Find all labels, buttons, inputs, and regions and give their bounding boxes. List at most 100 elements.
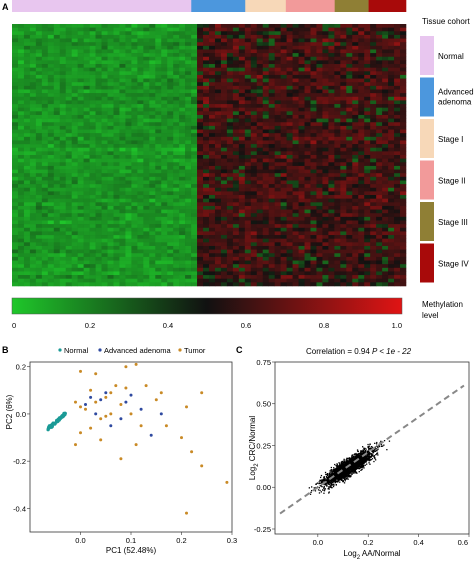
heatmap-cell	[47, 282, 55, 287]
heatmap-cell	[286, 242, 293, 247]
heatmap-cell	[346, 202, 353, 207]
heatmap-cell	[209, 133, 216, 138]
heatmap-cell	[95, 235, 102, 239]
heatmap-cell	[35, 198, 43, 203]
heatmap-cell	[328, 136, 335, 141]
heatmap-cell	[149, 169, 156, 174]
heatmap-cell	[155, 31, 162, 36]
heatmap-cell	[292, 180, 299, 185]
heatmap-cell	[107, 38, 114, 43]
heatmap-cell	[268, 242, 275, 247]
heatmap-cell	[346, 85, 353, 90]
heatmap-cell	[101, 45, 108, 50]
heatmap-cell	[388, 107, 395, 112]
heatmap-cell	[209, 253, 216, 258]
heatmap-cell	[298, 133, 305, 138]
heatmap-cell	[41, 224, 49, 229]
heatmap-cell	[167, 242, 174, 247]
heatmap-cell	[394, 89, 401, 94]
heatmap-cell	[388, 256, 395, 261]
heatmap-cell	[23, 107, 31, 112]
heatmap-cell	[12, 67, 19, 72]
heatmap-cell	[370, 140, 377, 145]
heatmap-cell	[274, 144, 281, 149]
heatmap-cell	[101, 202, 108, 207]
heatmap-cell	[137, 144, 144, 149]
heatmap-cell	[304, 209, 311, 214]
heatmap-cell	[131, 198, 138, 203]
heatmap-cell	[47, 118, 55, 123]
heatmap-cell	[131, 180, 138, 185]
heatmap-cell	[220, 71, 228, 76]
heatmap-cell	[214, 220, 222, 225]
heatmap-cell	[226, 238, 234, 243]
heatmap-cell	[328, 140, 335, 145]
heatmap-cell	[59, 238, 67, 243]
heatmap-cell	[226, 235, 234, 239]
heatmap-cell	[89, 158, 96, 163]
heatmap-cell	[382, 38, 389, 43]
heatmap-cell	[286, 220, 293, 225]
heatmap-cell	[376, 264, 383, 269]
heatmap-cell	[262, 118, 269, 123]
heatmap-cell	[41, 82, 49, 87]
heatmap-cell	[137, 64, 144, 68]
heatmap-cell	[238, 184, 246, 189]
heatmap-cell	[340, 122, 347, 127]
heatmap-cell	[352, 220, 359, 225]
heatmap-cell	[214, 253, 222, 258]
heatmap-cell	[250, 198, 258, 203]
heatmap-cell	[382, 264, 389, 269]
heatmap-cell	[220, 67, 228, 72]
heatmap-cell	[197, 253, 204, 258]
heatmap-cell	[214, 165, 222, 170]
heatmap-cell	[310, 38, 317, 43]
corr-axes: 0.0 0.2 0.4 0.60.750.500.250.00-0.25	[254, 358, 470, 547]
heatmap-cell	[12, 34, 19, 39]
heatmap-cell	[298, 122, 305, 127]
heatmap-cell	[185, 253, 192, 258]
heatmap-cell	[131, 242, 138, 247]
heatmap-cell	[161, 24, 168, 28]
heatmap-cell	[346, 118, 353, 123]
heatmap-cell	[364, 34, 371, 39]
heatmap-cell	[29, 38, 37, 43]
heatmap-cell	[292, 151, 299, 156]
heatmap-cell	[256, 191, 264, 196]
heatmap-cell	[203, 147, 210, 152]
heatmap-cell	[119, 264, 126, 269]
heatmap-cell	[83, 209, 90, 214]
heatmap-cell	[268, 202, 275, 207]
heatmap-cell	[280, 147, 287, 152]
heatmap-cell	[370, 49, 377, 54]
heatmap-cell	[107, 60, 114, 65]
heatmap-cell	[298, 282, 305, 287]
heatmap-cell	[232, 169, 240, 174]
heatmap-cell	[17, 209, 25, 214]
heatmap-cell	[322, 74, 329, 79]
heatmap-cell	[286, 195, 293, 199]
heatmap-cell	[220, 74, 228, 79]
heatmap-cell	[364, 173, 371, 178]
heatmap-cell	[101, 24, 108, 28]
heatmap-cell	[89, 187, 96, 192]
heatmap-cell	[179, 34, 186, 39]
heatmap-cell	[119, 165, 126, 170]
heatmap-cell	[352, 176, 359, 181]
heatmap-cell	[119, 176, 126, 181]
heatmap-cell	[53, 245, 61, 250]
heatmap-cell	[328, 264, 335, 269]
heatmap-cell	[179, 187, 186, 192]
heatmap-cell	[107, 216, 114, 221]
heatmap-cell	[185, 93, 192, 98]
heatmap-cell	[125, 238, 132, 243]
heatmap-cell	[191, 31, 198, 36]
heatmap-cell	[35, 242, 43, 247]
heatmap-cell	[83, 158, 90, 163]
heatmap-cell	[131, 256, 138, 261]
heatmap-cell	[298, 45, 305, 50]
heatmap-cell	[173, 245, 180, 250]
heatmap-cell	[274, 165, 281, 170]
heatmap-cell	[161, 180, 168, 185]
heatmap-cell	[41, 49, 49, 54]
